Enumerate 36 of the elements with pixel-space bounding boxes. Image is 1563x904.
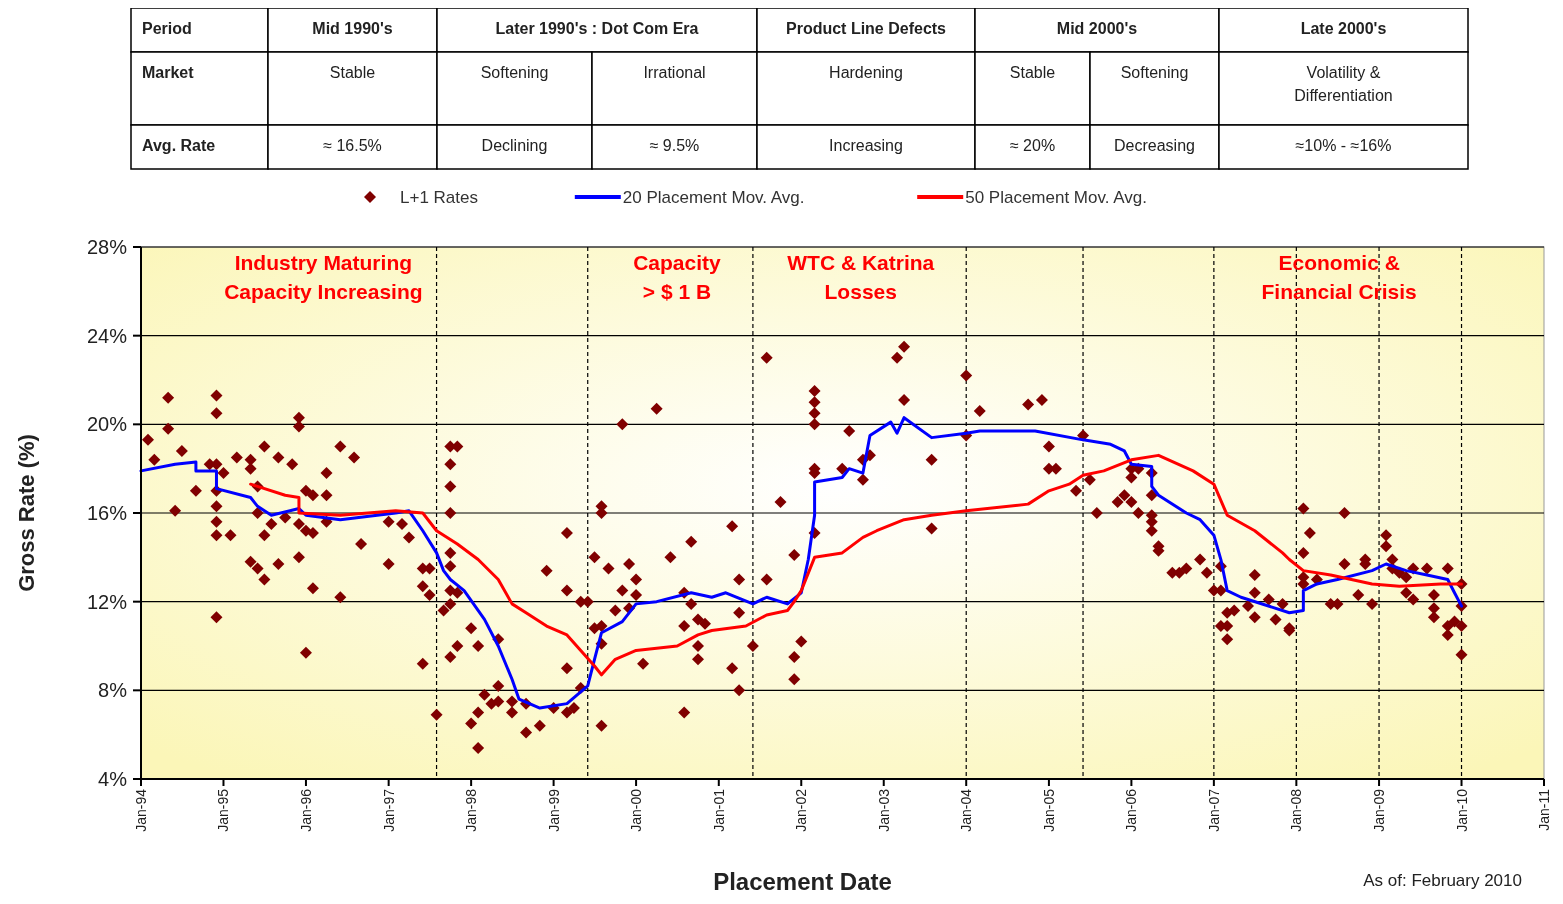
- y-tick-label: 24%: [86, 324, 128, 347]
- annotation: Industry Maturing Capacity Increasing: [224, 251, 423, 303]
- annotation: Economic & Financial Crisis: [1261, 251, 1417, 303]
- x-tick-label: Jan-08: [1288, 788, 1305, 832]
- x-tick-label: Jan-95: [215, 788, 232, 832]
- legend-label: 20 Placement Mov. Avg.: [622, 188, 805, 207]
- x-tick-label: Jan-02: [793, 788, 810, 832]
- x-tick-label: Jan-97: [380, 788, 397, 832]
- y-tick-label: 28%: [86, 236, 128, 258]
- x-tick-label: Jan-03: [875, 788, 892, 832]
- legend-label: L+1 Rates: [400, 188, 478, 207]
- x-axis-title: Placement Date: [713, 868, 892, 895]
- annotation: WTC & Katrina Losses: [787, 251, 935, 303]
- x-tick-label: Jan-06: [1123, 788, 1140, 832]
- y-tick-label: 8%: [98, 679, 128, 702]
- annotation: Capacity > $ 1 B: [633, 251, 722, 303]
- text: As of: February 2010: [1363, 871, 1522, 890]
- y-axis-title: Gross Rate (%): [14, 434, 39, 592]
- x-tick-label: Jan-04: [958, 788, 975, 832]
- y-tick-label: 4%: [98, 768, 128, 790]
- x-tick-label: Jan-05: [1040, 788, 1057, 832]
- legend-label: 50 Placement Mov. Avg.: [965, 188, 1147, 207]
- y-tick-label: 12%: [86, 590, 128, 613]
- x-tick-label: Jan-98: [463, 788, 480, 832]
- x-tick-label: Jan-00: [628, 788, 645, 832]
- x-tick-label: Jan-94: [133, 788, 149, 832]
- y-tick-label: 16%: [86, 502, 128, 524]
- x-tick-label: Jan-10: [1453, 788, 1470, 832]
- x-tick-label: Jan-99: [545, 788, 562, 832]
- x-tick-label: Jan-01: [710, 788, 727, 832]
- x-tick-label: Jan-96: [297, 788, 314, 832]
- x-tick-label: Jan-11: [1536, 788, 1552, 831]
- x-tick-label: Jan-09: [1371, 788, 1388, 832]
- x-tick-label: Jan-07: [1205, 788, 1222, 832]
- y-tick-label: 20%: [86, 413, 128, 436]
- summary-table: Period Mid 1990's Later 1990's : Dot Com Era Product Line Defects Mid 2000's Late 2000's Market Stable Softening Irrational Hardening Stable Softening Volatility & Differentiation Avg. Rate ≈ 16.5% Declining ≈ 9.5% Increasing ≈ 20% Decreasing ≈10% - ≈16%: [130, 8, 1469, 170]
